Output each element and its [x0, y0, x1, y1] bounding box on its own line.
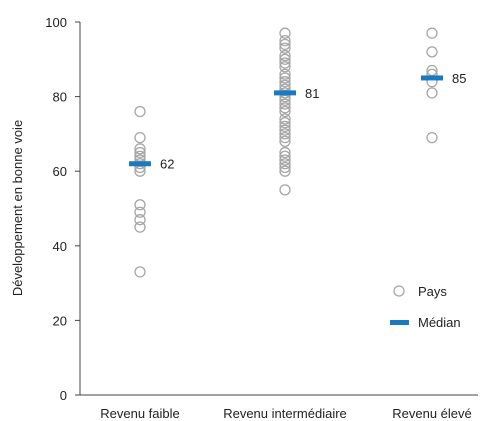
country-point — [426, 87, 438, 99]
median-value-label: 62 — [160, 157, 174, 172]
country-point — [134, 143, 146, 155]
country-point — [279, 165, 291, 177]
legend-median-icon — [390, 320, 409, 325]
country-point — [279, 72, 291, 84]
y-tick-label: 60 — [53, 164, 67, 179]
country-point — [279, 117, 291, 129]
country-point — [279, 146, 291, 159]
y-tick-label: 100 — [45, 15, 67, 30]
country-point — [279, 113, 291, 125]
legend: Pays Médian — [390, 284, 461, 330]
country-point — [279, 57, 291, 69]
country-point — [279, 120, 291, 133]
country-point — [134, 214, 146, 226]
y-axis-title: Développement en bonne voie — [10, 120, 25, 296]
country-point — [279, 68, 291, 80]
median-marker — [274, 90, 296, 96]
country-point — [279, 184, 291, 196]
country-point — [279, 105, 291, 118]
legend-pays-label: Pays — [418, 284, 447, 299]
country-point — [279, 42, 291, 54]
country-point — [279, 76, 291, 88]
country-point — [279, 53, 291, 65]
y-tick-label: 80 — [53, 90, 67, 105]
legend-pays-icon — [393, 285, 405, 297]
x-tick-label: Revenu élevé — [392, 406, 472, 421]
country-point — [279, 131, 291, 144]
x-tick-label: Revenu faible — [100, 406, 180, 421]
median-marker — [421, 75, 443, 81]
country-point — [426, 46, 438, 58]
median-value-label: 81 — [305, 86, 319, 101]
country-point — [426, 131, 438, 144]
country-point — [279, 61, 291, 73]
country-point — [134, 221, 146, 233]
country-point — [134, 105, 146, 118]
country-point — [134, 199, 146, 211]
y-tick-label: 0 — [60, 388, 67, 403]
country-point — [279, 128, 291, 140]
median-markers: 62 81 85 — [129, 71, 466, 172]
country-point — [279, 154, 291, 166]
y-tick-label: 40 — [53, 239, 67, 254]
country-point — [279, 124, 291, 136]
country-point — [279, 35, 291, 47]
country-point — [279, 49, 291, 62]
data-points — [134, 27, 438, 278]
country-point — [426, 27, 438, 39]
country-point — [279, 135, 291, 148]
country-point — [134, 131, 146, 144]
country-point — [279, 161, 291, 174]
y-axis: 0 20 40 60 80 100 — [45, 15, 81, 403]
country-point — [134, 206, 146, 218]
median-value-label: 85 — [452, 71, 466, 86]
country-point — [279, 102, 291, 114]
legend-median-label: Médian — [418, 315, 461, 330]
country-point — [279, 38, 291, 51]
country-point — [279, 98, 291, 110]
y-tick-label: 20 — [53, 313, 67, 328]
country-point — [279, 158, 291, 170]
x-axis: Revenu faible Revenu intermédiaire Revenu … — [80, 394, 478, 421]
country-point — [134, 146, 146, 159]
x-tick-label: Revenu intermédiaire — [223, 406, 347, 421]
median-marker — [129, 161, 151, 167]
country-point — [134, 266, 146, 278]
country-point — [279, 150, 291, 162]
country-point — [279, 27, 291, 39]
